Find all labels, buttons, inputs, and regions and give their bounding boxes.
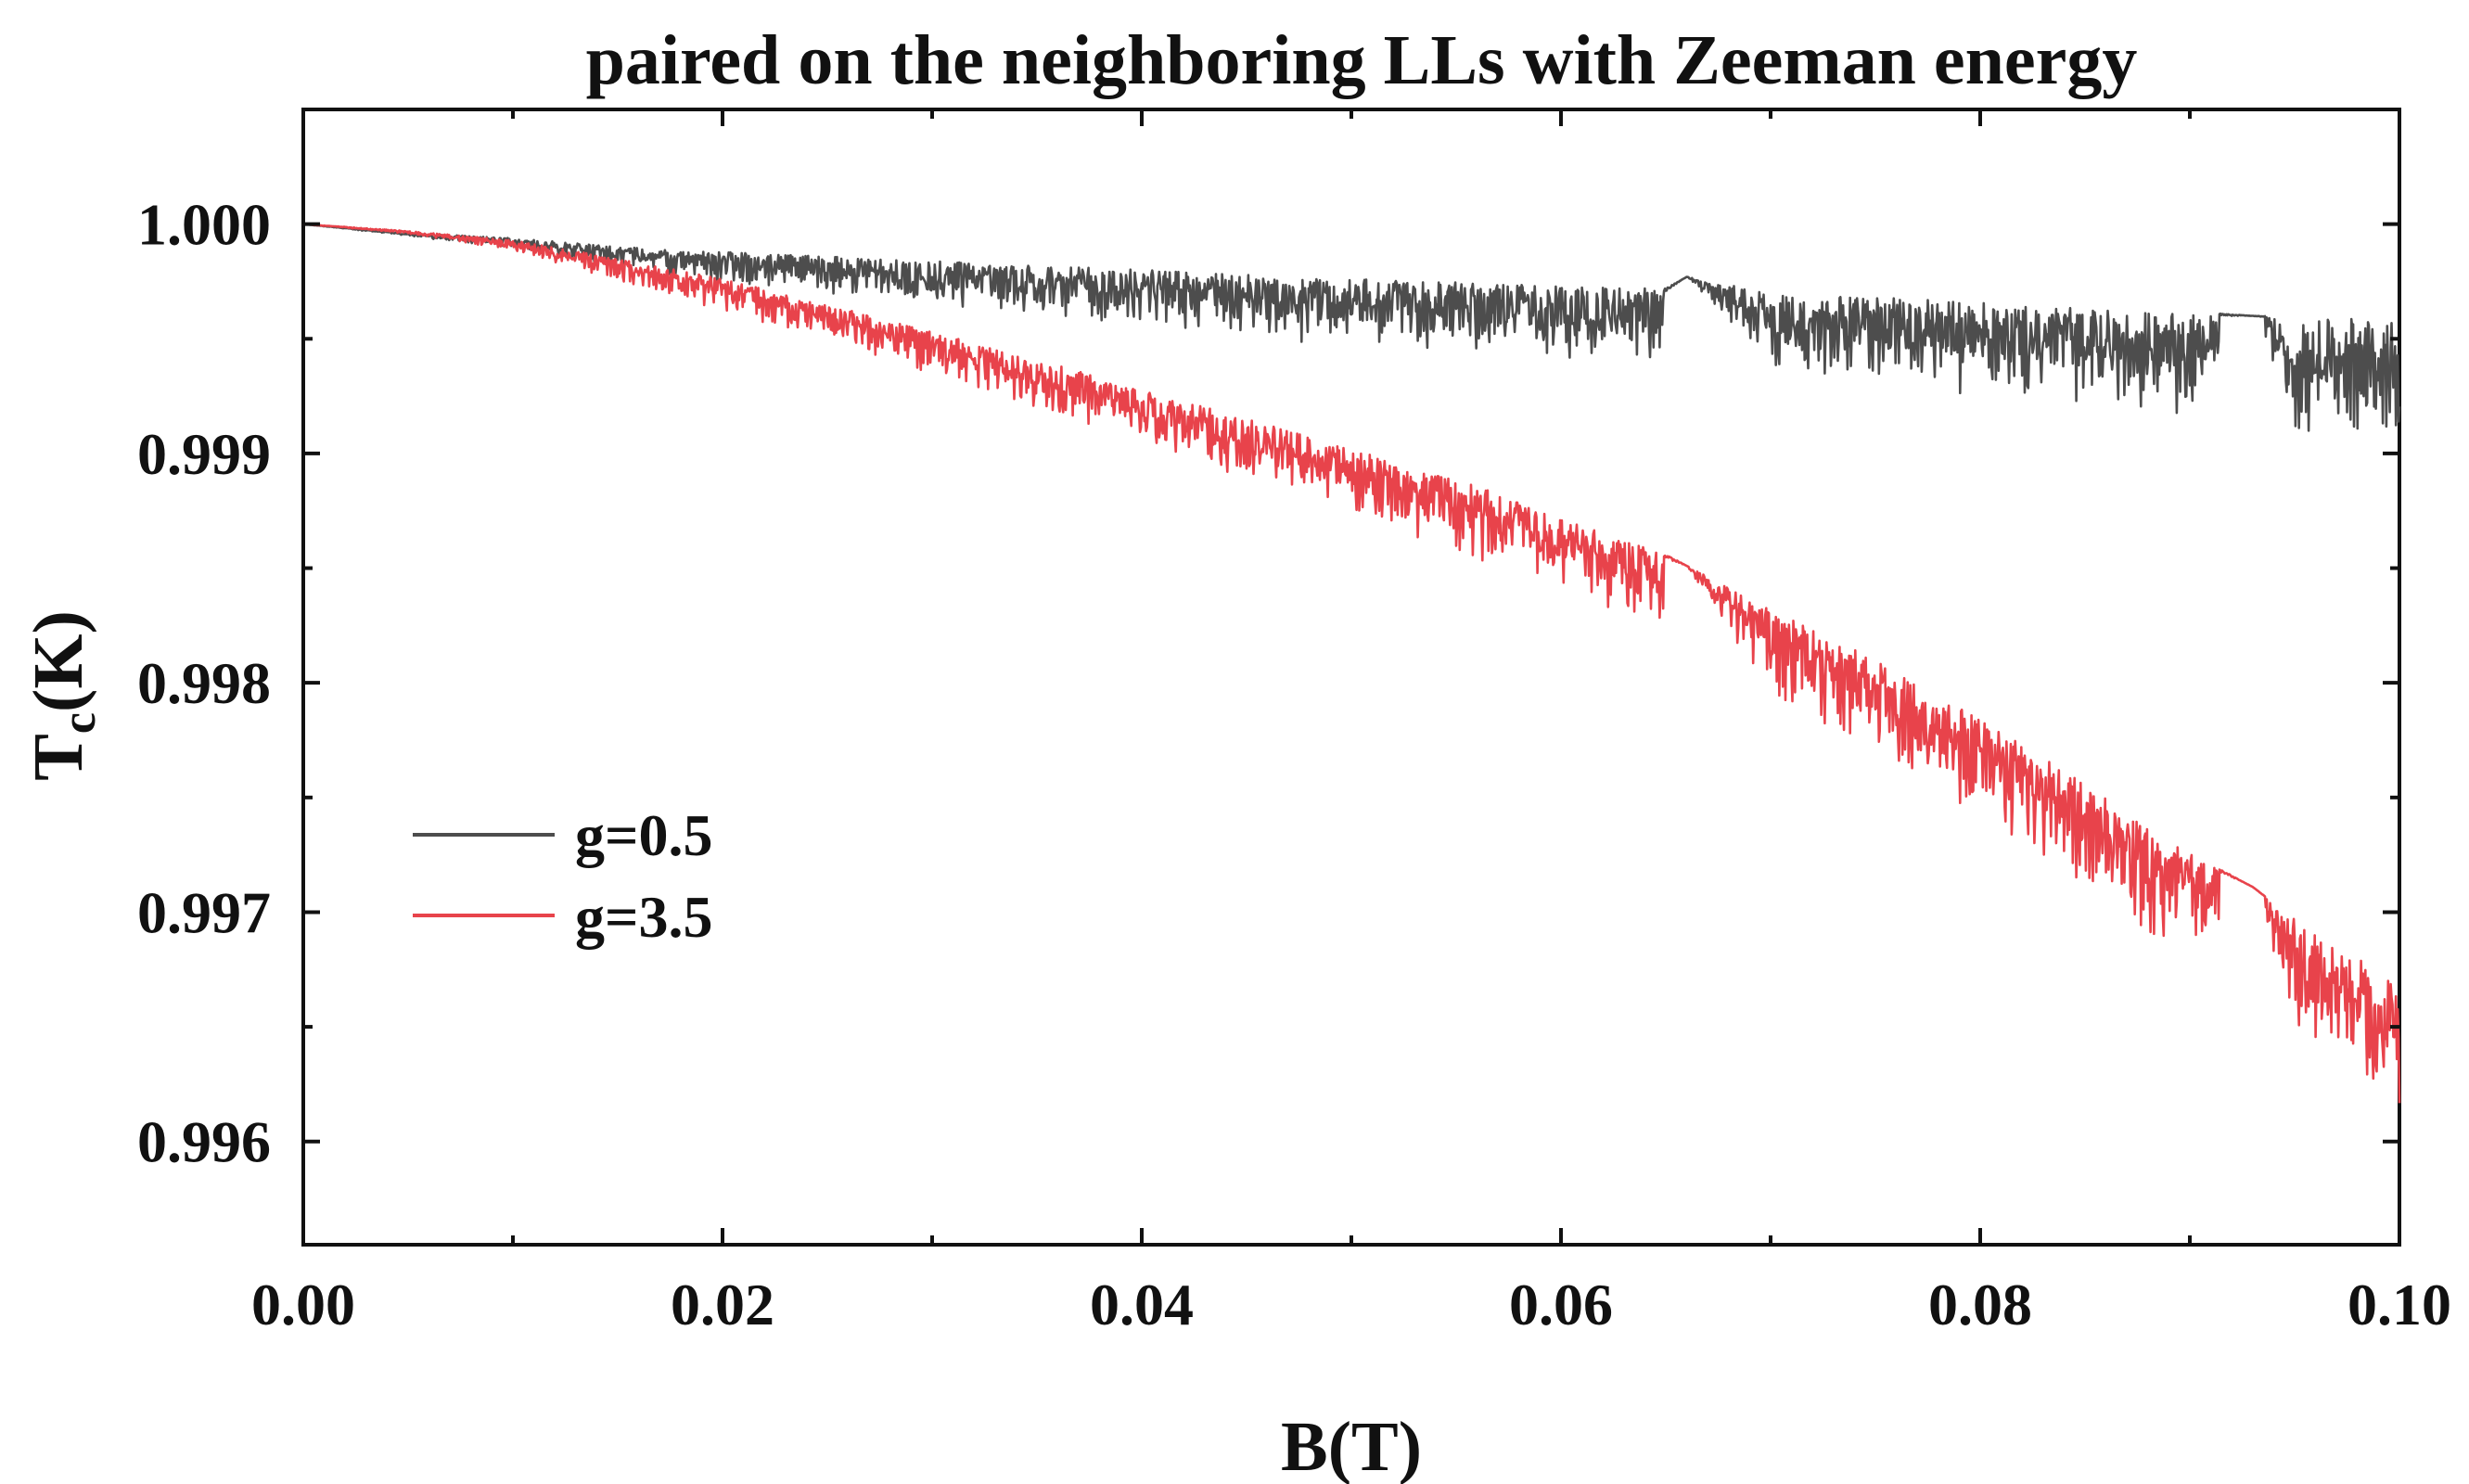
legend-label-g-0-5: g=0.5 [575,802,712,868]
series-line-g-0-5 [302,223,2401,432]
y-axis-label: Tc(K) [19,610,106,781]
chart-title: paired on the neighboring LLs with Zeema… [586,21,2138,99]
x-tick-label: 0.04 [1090,1272,1194,1337]
series-layer [302,223,2401,1104]
legend-label-g-3-5: g=3.5 [575,884,712,950]
plot-frame [301,108,2401,1247]
x-axis-label: B(T) [1281,1408,1422,1484]
y-tick-label: 0.997 [137,879,271,945]
tick-layer [301,109,2401,1245]
series-line-g-3-5 [302,223,2401,1104]
y-axis-label-subscript: c [53,712,106,734]
y-axis-label-main: T [19,734,97,781]
y-tick-label: 0.996 [137,1109,271,1175]
x-tick-label: 0.02 [671,1272,774,1337]
svg-text:Tc(K): Tc(K) [19,610,106,781]
legend: g=0.5 g=3.5 [413,802,712,950]
x-tick-label: 0.08 [1928,1272,2032,1337]
y-tick-label: 1.000 [137,192,271,258]
y-tick-labels: 0.996 0.997 0.998 0.999 1.000 [137,192,271,1175]
plot-area [301,108,2401,1247]
x-tick-label: 0.10 [2347,1272,2451,1337]
y-axis-label-tail: (K) [19,610,97,712]
x-tick-label: 0.06 [1509,1272,1613,1337]
x-tick-labels: 0.00 0.02 0.04 0.06 0.08 0.10 [251,1272,2451,1337]
x-tick-label: 0.00 [251,1272,355,1337]
y-tick-label: 0.999 [137,421,271,487]
y-tick-label: 0.998 [137,650,271,716]
